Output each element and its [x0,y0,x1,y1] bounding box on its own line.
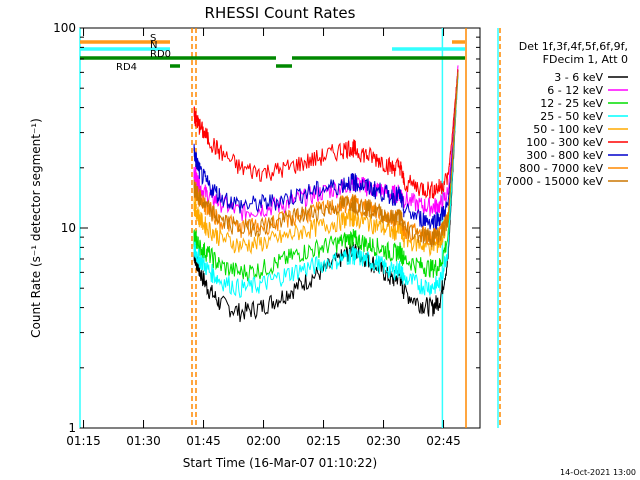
x-tick-label-2: 01:45 [186,434,221,448]
flag-label-n: N [150,40,157,51]
x-tick-label-0: 01:15 [66,434,101,448]
vertical-markers [79,28,501,428]
y-tick-label-2: 100 [53,21,76,35]
axes: 01:15 01:30 01:45 02:00 02:15 02:30 02:45 1 10 10… [53,21,480,448]
legend-label-2: 12 - 25 keV [540,97,603,110]
y-tick-label-0: 1 [68,421,76,435]
y-axis-label: Count Rate (s⁻¹ detector segment⁻¹) [29,118,43,338]
timestamp: 14-Oct-2021 13:00 [560,468,636,477]
series-line-3 [193,75,459,299]
legend: Det 1f,3f,4f,5f,6f,9f, FDecim 1, Att 0 3… [505,40,628,188]
flag-label-rd0: RD0 [150,49,171,60]
series-line-0 [193,72,459,323]
series-line-5 [193,69,459,199]
x-tick-label-1: 01:30 [126,434,161,448]
flag-label-s: S [150,33,156,44]
legend-label-0: 3 - 6 keV [554,71,603,84]
y-tick-label-1: 10 [61,221,76,235]
chart-title: RHESSI Count Rates [205,4,356,22]
legend-header-line-2: FDecim 1, Att 0 [543,53,628,66]
series-line-2 [193,69,459,282]
series-lines [193,65,459,323]
series-line-8 [193,72,459,248]
x-tick-label-3: 02:00 [246,434,281,448]
plot-area [79,27,481,429]
x-axis-label: Start Time (16-Mar-07 01:10:22) [183,456,377,470]
legend-label-1: 6 - 12 keV [547,84,603,97]
legend-header-line-1: Det 1f,3f,4f,5f,6f,9f, [519,40,628,53]
x-tick-label-6: 02:45 [426,434,461,448]
series-line-6 [193,72,459,231]
plot-frame [79,27,481,429]
legend-label-3: 25 - 50 keV [540,110,603,123]
x-tick-label-4: 02:15 [306,434,341,448]
x-tick-label-5: 02:30 [366,434,401,448]
legend-label-5: 100 - 300 keV [526,136,603,149]
legend-label-8: 7000 - 15000 keV [505,175,603,188]
legend-label-4: 50 - 100 keV [533,123,603,136]
legend-label-7: 800 - 7000 keV [519,162,603,175]
legend-label-6: 300 - 800 keV [526,149,603,162]
flag-label-rd4: RD4 [116,62,137,73]
